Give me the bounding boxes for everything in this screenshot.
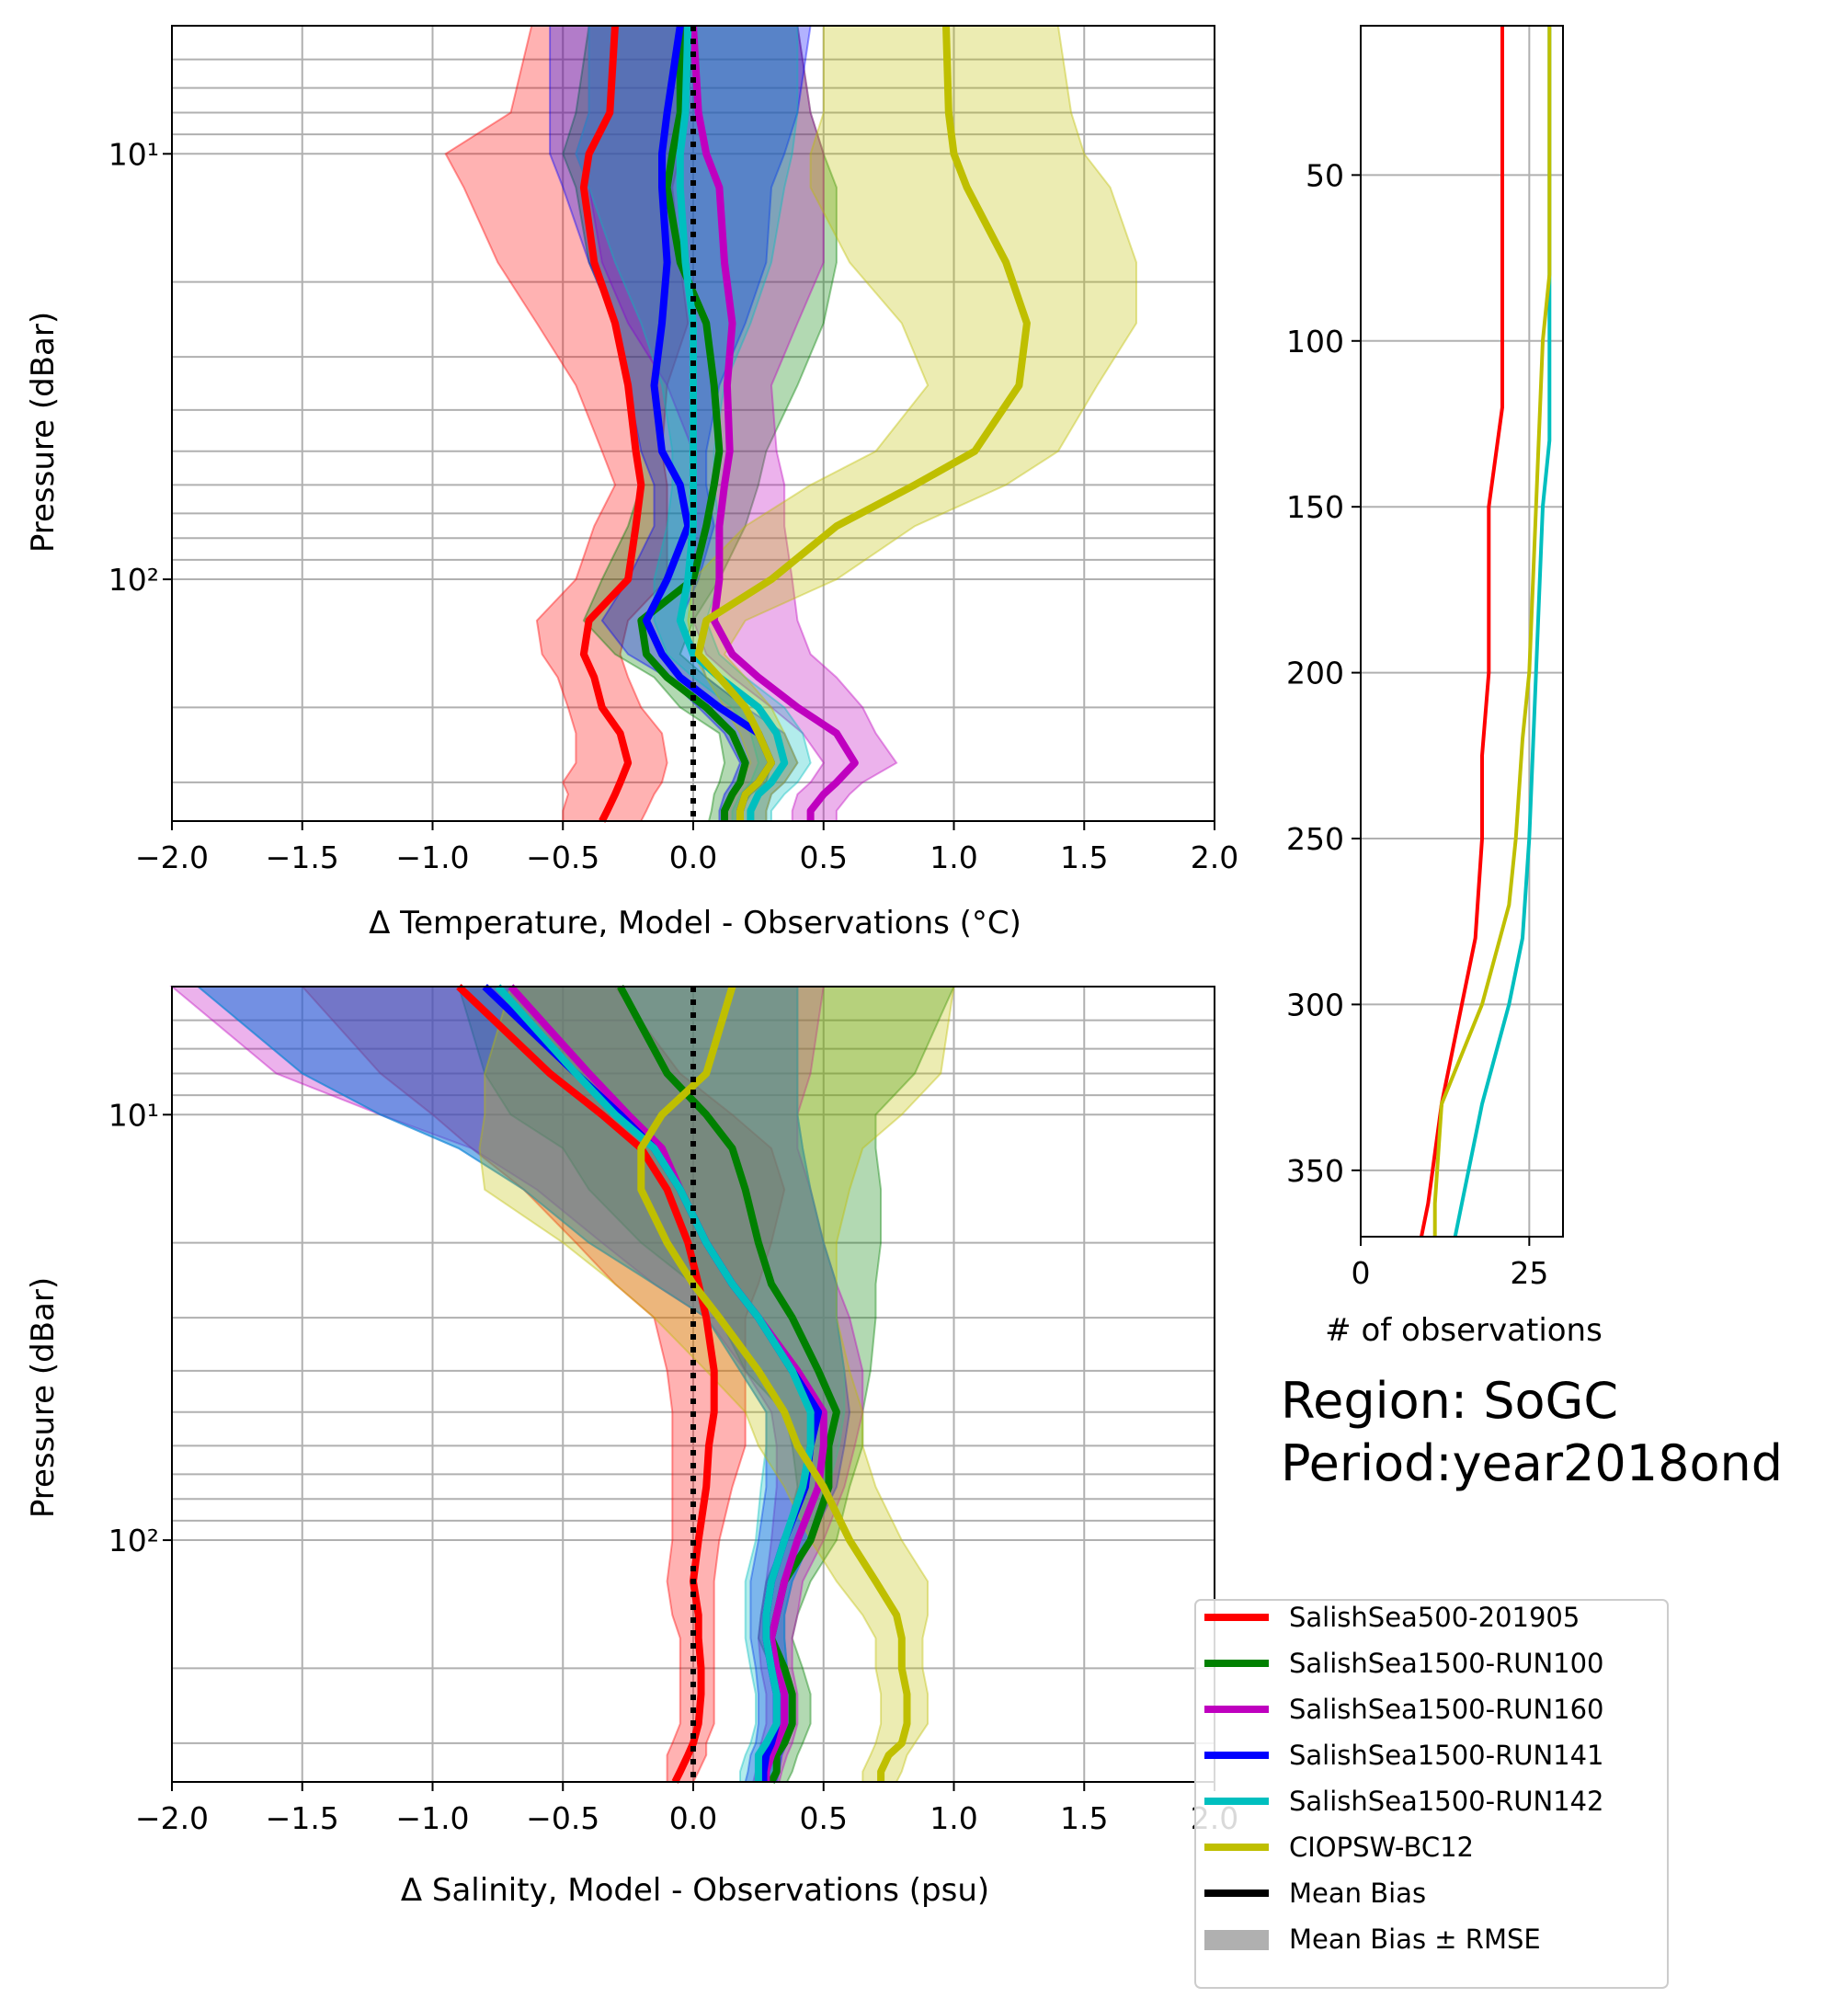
salinity-xtick-label: −1.0 <box>395 1800 469 1836</box>
temperature-xlabel: Δ Temperature, Model - Observations (°C) <box>369 905 1021 942</box>
temperature-xtick-label: 0.0 <box>669 839 717 875</box>
temperature-line-ciopsw-bc12 <box>694 25 1031 821</box>
period-label: Period:year2018ond <box>1281 1434 1783 1492</box>
salinity-xtick-label: −1.5 <box>266 1800 339 1836</box>
observations-ytick-label: 100 <box>1286 324 1344 360</box>
temperature-xtick-label: −2.0 <box>135 839 209 875</box>
salinity-xtick-label: 1.0 <box>930 1800 977 1836</box>
legend-label-ciopsw-bc12: CIOPSW-BC12 <box>1289 1832 1474 1863</box>
legend-label-salishsea1500-run141: SalishSea1500-RUN141 <box>1289 1740 1604 1771</box>
legend-box <box>1194 1599 1669 1989</box>
observations-xtick-label: 0 <box>1352 1255 1371 1291</box>
temperature-xtick-label: 1.0 <box>930 839 977 875</box>
legend-entries: SalishSea500-201905 SalishSea1500-RUN100 S… <box>1204 1602 1604 1955</box>
observations-xlabel: # of observations <box>1325 1312 1603 1349</box>
temperature-ytick-label: 10¹ <box>108 136 159 172</box>
salinity-line-salishsea1500-run100 <box>617 985 840 1784</box>
temperature-panel: −2.0 −1.5 −1.0 −0.5 0.0 0.5 1.0 1.5 2.0 10¹ 10² Δ… <box>25 25 1238 942</box>
observations-ytick-label: 150 <box>1286 489 1344 525</box>
temperature-ytick-label: 10² <box>108 562 159 598</box>
temperature-xticks: −2.0 −1.5 −1.0 −0.5 0.0 0.5 1.0 1.5 2.0 <box>135 821 1238 875</box>
observations-xticks: 0 25 <box>1352 1237 1548 1291</box>
salinity-xtick-label: −2.0 <box>135 1800 209 1836</box>
temperature-yticks: 10¹ 10² <box>108 136 172 598</box>
observations-yticks: 50 100 150 200 250 300 350 <box>1286 157 1361 1189</box>
salinity-line-ciopsw-bc12 <box>637 985 911 1782</box>
salinity-xtick-label: 0.5 <box>800 1800 848 1836</box>
observations-ytick-label: 250 <box>1286 821 1344 857</box>
temperature-xtick-label: −0.5 <box>526 839 599 875</box>
salinity-line-salishsea500-201905 <box>456 984 718 1784</box>
observations-lines <box>1420 26 1552 1238</box>
salinity-xtick-label: 0.0 <box>669 1800 717 1836</box>
legend-label-salishsea1500-run100: SalishSea1500-RUN100 <box>1289 1648 1604 1679</box>
legend-swatch-mean-bias-rmse <box>1204 1930 1269 1950</box>
salinity-lines <box>456 984 911 1784</box>
salinity-yticks: 10¹ 10² <box>108 1097 172 1558</box>
salinity-xtick-label: −0.5 <box>526 1800 599 1836</box>
salinity-xticks: −2.0−1.5−1.0−0.50.00.51.01.52.0 <box>135 1782 1238 1836</box>
temperature-xtick-label: −1.5 <box>266 839 339 875</box>
salinity-ylabel: Pressure (dBar) <box>25 1277 62 1518</box>
legend-label-salishsea1500-run142: SalishSea1500-RUN142 <box>1289 1786 1604 1817</box>
legend: SalishSea500-201905 SalishSea1500-RUN100 S… <box>1194 1599 1669 1989</box>
temperature-xtick-label: 2.0 <box>1191 839 1238 875</box>
observations-line-ciopsw-bc12 <box>1432 26 1552 1237</box>
observations-axes-frame <box>1360 25 1564 1238</box>
salinity-xlabel: Δ Salinity, Model - Observations (psu) <box>401 1872 989 1909</box>
observations-xtick-label: 25 <box>1510 1255 1548 1291</box>
salinity-ytick-label: 10² <box>108 1523 159 1558</box>
legend-label-mean-bias-rmse: Mean Bias ± RMSE <box>1289 1924 1541 1955</box>
observations-ytick-label: 200 <box>1286 656 1344 691</box>
temperature-line-salishsea500-201905 <box>579 25 645 823</box>
legend-label-mean-bias: Mean Bias <box>1289 1878 1426 1909</box>
salinity-xtick-label: 1.5 <box>1060 1800 1108 1836</box>
temperature-xtick-label: 0.5 <box>800 839 848 875</box>
observations-ytick-label: 300 <box>1286 987 1344 1022</box>
temperature-lines <box>579 25 1031 823</box>
salinity-ytick-label: 10¹ <box>108 1097 159 1133</box>
temperature-xtick-label: −1.0 <box>395 839 469 875</box>
temperature-ylabel: Pressure (dBar) <box>25 312 62 553</box>
observations-ytick-label: 350 <box>1286 1153 1344 1189</box>
observations-panel: 0 25 50 100 150 200 250 300 350 # of observatio… <box>1286 25 1603 1349</box>
salinity-line-salishsea1500-run142 <box>495 984 815 1782</box>
temperature-xtick-label: 1.5 <box>1060 839 1108 875</box>
legend-label-salishsea1500-run160: SalishSea1500-RUN160 <box>1289 1694 1604 1725</box>
legend-label-salishsea500-201905: SalishSea500-201905 <box>1289 1602 1580 1633</box>
temperature-line-salishsea1500-run142 <box>676 25 789 821</box>
region-label: Region: SoGC <box>1281 1372 1618 1430</box>
observations-ytick-label: 50 <box>1306 157 1344 193</box>
temperature-line-salishsea1500-run160 <box>690 25 859 821</box>
